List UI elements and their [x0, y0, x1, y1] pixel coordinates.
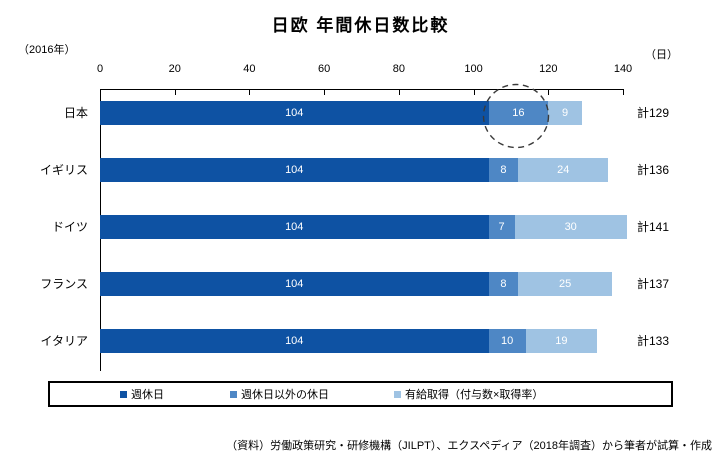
legend-color-swatch [230, 390, 237, 398]
bar-segment: 104 [100, 272, 489, 296]
total-label: 計133 [637, 334, 670, 348]
bar-value-label: 7 [498, 221, 505, 233]
source-note: （資料）労働政策研究・研修機構（JILPT）、エクスペディア（2018年調査）か… [226, 440, 712, 452]
bar-segment: 104 [100, 329, 489, 353]
x-axis-tick-mark [249, 90, 251, 95]
bar-value-label: 24 [557, 164, 570, 176]
x-axis-tick-label: 100 [464, 63, 483, 75]
category-label: 日本 [63, 106, 88, 120]
bar-value-label: 8 [500, 278, 507, 290]
bar-value-label: 104 [285, 164, 304, 176]
bar-segment: 104 [100, 215, 489, 239]
legend-label: 週休日以外の休日 [241, 389, 329, 401]
bar-value-label: 25 [558, 278, 572, 290]
x-axis-line [100, 89, 624, 90]
bar-value-label: 9 [562, 107, 569, 119]
legend-item: 有給取得（付与数×取得率） [394, 383, 543, 405]
total-label: 計129 [637, 106, 670, 120]
category-label: イギリス [39, 163, 88, 177]
legend-label: 有給取得（付与数×取得率） [405, 389, 544, 401]
x-axis-tick-label: 40 [243, 63, 256, 75]
category-label: イタリア [40, 334, 88, 348]
x-axis-tick-mark [623, 90, 624, 95]
x-axis-tick-label: 140 [613, 63, 633, 75]
bar-segment: 104 [100, 158, 489, 182]
bar-value-label: 104 [285, 221, 304, 233]
bar-value-label: 16 [512, 107, 525, 119]
x-axis-tick-mark [174, 90, 176, 95]
x-axis-tick-label: 20 [168, 63, 181, 75]
bar-segment: 16 [488, 101, 549, 125]
x-axis-tick-mark [473, 90, 475, 95]
bar-segment: 9 [548, 101, 582, 125]
x-axis-tick-mark [398, 90, 400, 95]
bar-value-label: 104 [285, 335, 304, 347]
bar-value-label: 104 [285, 107, 304, 119]
bar-value-label: 8 [500, 164, 507, 176]
x-axis-tick-label: 60 [318, 63, 331, 75]
bar-segment: 8 [488, 158, 519, 182]
x-axis-tick-label: 120 [539, 63, 558, 75]
bar-segment: 10 [488, 329, 526, 353]
bar-segment: 104 [100, 101, 489, 125]
total-label: 計136 [637, 163, 670, 177]
bar-segment: 24 [518, 158, 609, 182]
legend-color-swatch [120, 390, 127, 398]
total-label: 計137 [637, 277, 670, 291]
x-axis-tick-mark [100, 90, 101, 95]
bar-value-label: 10 [501, 335, 514, 347]
bar-value-label: 19 [555, 335, 568, 347]
chart-title: 日欧 年間休日数比較 [271, 16, 450, 35]
legend-color-swatch [394, 390, 401, 398]
unit-label: （日） [645, 49, 678, 61]
x-axis-tick-mark [548, 90, 550, 95]
bar-value-label: 104 [285, 278, 304, 290]
x-axis-tick-mark [324, 90, 326, 95]
category-label: ドイツ [51, 220, 88, 234]
legend-label: 週休日 [131, 389, 164, 401]
legend-item: 週休日以外の休日 [230, 383, 329, 405]
bar-segment: 19 [525, 329, 597, 353]
year-note: （2016年） [18, 44, 76, 56]
legend-box: 週休日 週休日以外の休日 有給取得（付与数×取得率） [48, 381, 673, 407]
x-axis-tick-label: 80 [392, 63, 405, 75]
total-label: 計141 [637, 220, 670, 234]
bar-segment: 8 [488, 272, 519, 296]
bar-segment: 30 [514, 215, 627, 239]
bar-segment: 7 [488, 215, 515, 239]
category-label: フランス [40, 277, 88, 291]
bar-value-label: 30 [564, 221, 577, 233]
legend-item: 週休日 [120, 383, 164, 405]
x-axis-tick-label: 0 [96, 63, 104, 75]
bar-segment: 25 [518, 272, 612, 296]
